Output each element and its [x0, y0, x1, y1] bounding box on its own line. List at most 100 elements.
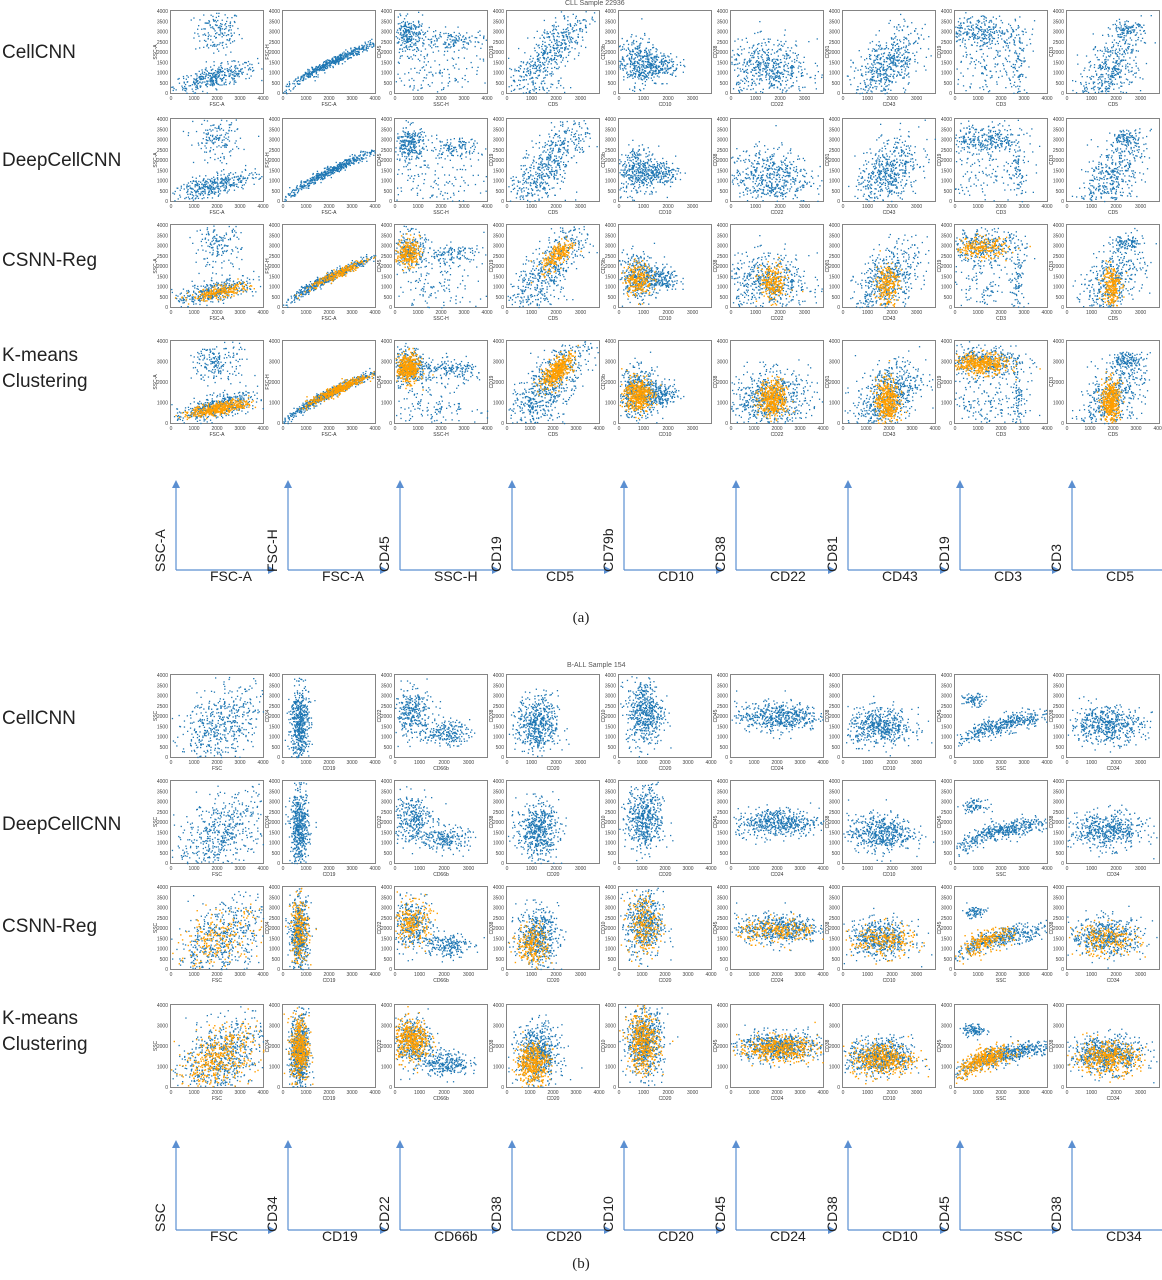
cell-point	[898, 72, 900, 74]
cell-point	[990, 19, 992, 22]
cell-point	[218, 126, 220, 128]
cell-point	[869, 86, 871, 88]
cell-point	[1135, 34, 1137, 36]
cell-point	[1129, 37, 1131, 39]
cell-point	[981, 65, 983, 68]
cell-point	[225, 163, 228, 165]
cell-point	[1009, 49, 1011, 52]
cell-point	[644, 84, 646, 86]
cell-point	[997, 63, 999, 65]
cell-point	[969, 87, 971, 89]
method-label: DeepCellCNN	[2, 148, 121, 174]
cell-point	[628, 76, 630, 78]
cell-point	[409, 33, 411, 35]
cell-point	[748, 47, 751, 49]
cell-point	[420, 25, 422, 27]
cell-point	[192, 120, 194, 123]
cell-point	[752, 45, 754, 47]
cell-point	[422, 43, 424, 45]
cell-point	[968, 25, 970, 27]
cell-point	[208, 74, 210, 76]
cell-point	[983, 88, 985, 91]
cell-point	[1135, 43, 1137, 45]
cell-point	[1014, 52, 1016, 54]
cell-point	[334, 60, 336, 62]
cell-point	[622, 68, 624, 70]
cell-point	[970, 83, 972, 85]
cell-point	[762, 51, 765, 53]
cell-point	[1090, 64, 1092, 67]
y-tick-label: 500	[720, 81, 729, 87]
cell-point	[554, 54, 556, 56]
cell-point	[439, 71, 441, 73]
cell-point	[777, 71, 779, 73]
cell-point	[878, 54, 880, 56]
cell-point	[885, 42, 888, 44]
cell-point	[1019, 16, 1021, 18]
cell-point	[918, 37, 920, 39]
cell-point	[785, 63, 787, 66]
cell-point	[640, 42, 642, 44]
cell-point	[422, 34, 425, 36]
cell-point	[302, 74, 304, 76]
cell-point	[775, 72, 778, 74]
cell-point	[754, 50, 756, 52]
cell-point	[405, 28, 407, 30]
cell-point	[566, 35, 569, 38]
cell-point	[557, 33, 560, 35]
cell-point	[748, 65, 750, 67]
cell-point	[652, 66, 655, 69]
cell-point	[205, 84, 207, 86]
cell-point	[334, 63, 337, 66]
cell-point	[446, 50, 449, 52]
cell-point	[886, 74, 888, 76]
cell-point	[634, 87, 636, 89]
cell-point	[415, 27, 417, 29]
cell-point	[415, 44, 417, 46]
cell-point	[315, 69, 317, 71]
cell-point	[639, 55, 641, 57]
cell-point	[1077, 63, 1079, 65]
cell-point	[647, 74, 650, 76]
cell-point	[196, 75, 198, 77]
cell-point	[407, 40, 409, 43]
cell-point	[786, 55, 788, 57]
cell-point	[774, 73, 776, 75]
cell-point	[772, 76, 774, 78]
cell-point	[403, 84, 406, 86]
cell-point	[404, 33, 406, 35]
cell-point	[907, 49, 909, 51]
cell-point	[183, 82, 185, 84]
cell-point	[1117, 67, 1119, 70]
cell-point	[1111, 76, 1113, 78]
cell-point	[983, 66, 986, 68]
cell-point	[969, 63, 971, 65]
cell-point	[649, 66, 651, 68]
cell-point	[1104, 66, 1107, 68]
cell-point	[1107, 51, 1109, 53]
cell-point	[572, 13, 574, 15]
cell-point	[331, 60, 333, 62]
cell-point	[1019, 74, 1021, 76]
cell-point	[1123, 32, 1125, 34]
cell-point	[651, 63, 653, 65]
cell-point	[222, 145, 224, 147]
cell-point	[346, 57, 349, 59]
cell-point	[783, 64, 785, 67]
cell-point	[896, 75, 898, 77]
cell-point	[666, 83, 668, 85]
cell-point	[188, 85, 190, 87]
cell-point	[647, 66, 650, 68]
cell-point	[1019, 90, 1021, 93]
cell-point	[526, 71, 528, 73]
cell-point	[867, 90, 869, 92]
cell-point	[1026, 44, 1028, 46]
cell-point	[744, 71, 746, 73]
cell-point	[466, 32, 468, 34]
cell-point	[884, 48, 886, 50]
cell-point	[203, 185, 205, 188]
cell-point	[752, 74, 754, 76]
y-tick-label: 3000	[381, 30, 392, 36]
cell-point	[1120, 85, 1122, 87]
